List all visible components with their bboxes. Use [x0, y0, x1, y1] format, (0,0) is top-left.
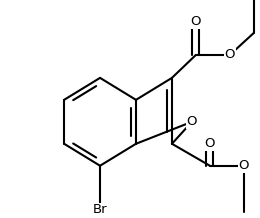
Text: Br: Br	[93, 203, 107, 216]
Text: O: O	[191, 15, 201, 29]
Text: O: O	[239, 159, 249, 172]
Text: O: O	[225, 48, 235, 61]
Text: O: O	[187, 115, 197, 128]
Text: O: O	[205, 137, 215, 150]
